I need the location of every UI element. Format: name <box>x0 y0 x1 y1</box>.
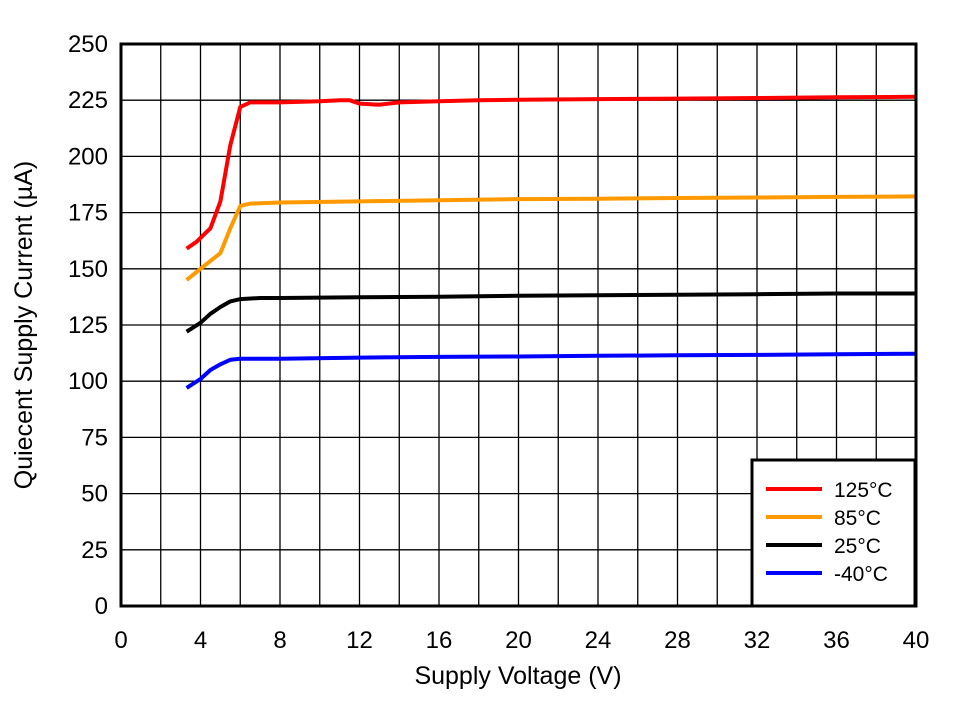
x-tick-label: 12 <box>346 627 373 654</box>
x-tick-label: 0 <box>114 627 127 654</box>
y-tick-label: 200 <box>68 143 108 170</box>
legend-box <box>750 458 917 608</box>
x-tick-label: 32 <box>744 627 771 654</box>
y-tick-label: 25 <box>81 537 108 564</box>
y-tick-label: 50 <box>81 481 108 508</box>
legend-label: 25°C <box>834 535 881 558</box>
y-tick-label: 225 <box>68 87 108 114</box>
series-line <box>185 351 917 390</box>
y-tick-label: 250 <box>68 31 108 58</box>
y-tick-label: 75 <box>81 424 108 451</box>
y-tick-label: 0 <box>95 593 108 620</box>
y-axis-ticks: 0 25 50 75 100 125 150 175 200 225 250 <box>68 31 108 620</box>
legend-label: -40°C <box>834 563 888 586</box>
x-tick-label: 8 <box>273 627 286 654</box>
legend: 125°C 85°C 25°C -40°C <box>750 458 917 608</box>
x-tick-label: 4 <box>194 627 207 654</box>
x-tick-label: 40 <box>903 627 930 654</box>
y-tick-label: 125 <box>68 312 108 339</box>
y-tick-label: 175 <box>68 200 108 227</box>
series-line <box>185 291 916 334</box>
x-tick-label: 36 <box>823 627 850 654</box>
plot-frame <box>119 42 918 608</box>
x-axis-title: Supply Voltage (V) <box>414 662 621 690</box>
x-tick-label: 16 <box>426 627 453 654</box>
legend-label: 125°C <box>834 479 893 502</box>
x-tick-label: 20 <box>505 627 532 654</box>
x-tick-label: 28 <box>664 627 691 654</box>
y-tick-label: 150 <box>68 256 108 283</box>
x-axis-ticks: 0 4 8 12 16 20 24 28 32 36 40 <box>114 627 929 654</box>
legend-label: 85°C <box>834 507 881 530</box>
data-series <box>185 94 917 390</box>
y-tick-label: 100 <box>68 368 108 395</box>
x-tick-label: 24 <box>585 627 612 654</box>
y-axis-title: Quiecent Supply Current (µA) <box>10 161 38 489</box>
series-line <box>185 94 917 251</box>
series-line <box>185 194 917 282</box>
